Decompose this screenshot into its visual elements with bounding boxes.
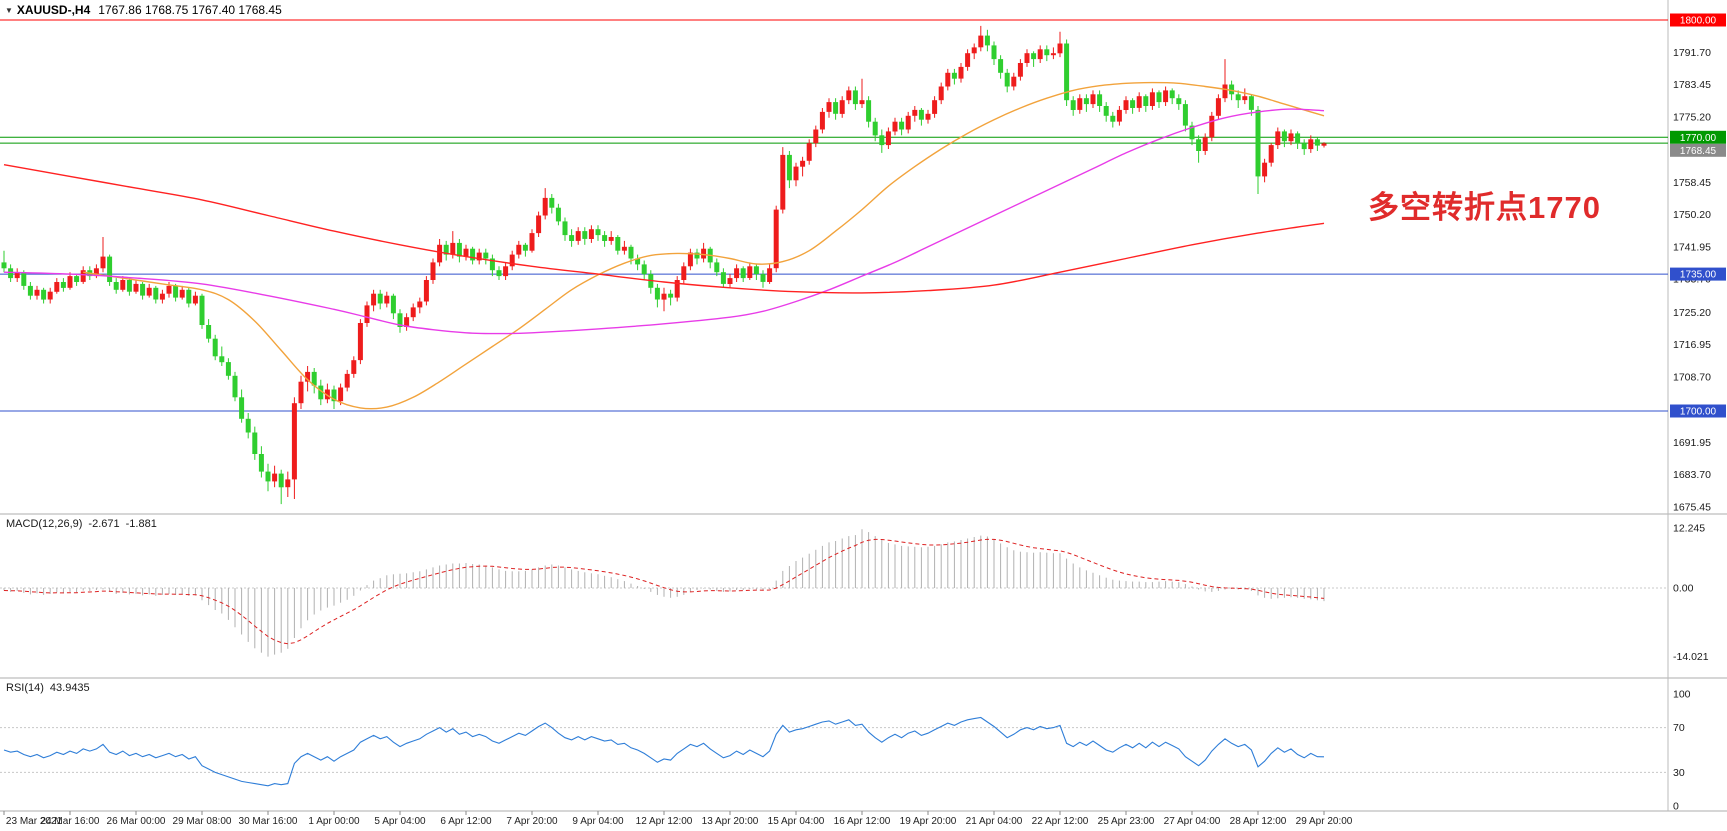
rsi-indicator-label: RSI(14) 43.9435 (6, 682, 90, 694)
svg-text:1800.00: 1800.00 (1680, 16, 1717, 27)
svg-text:19 Apr 20:00: 19 Apr 20:00 (900, 816, 957, 827)
svg-text:30: 30 (1673, 767, 1685, 779)
svg-text:7 Apr 20:00: 7 Apr 20:00 (506, 816, 558, 827)
chart-title: ▼ XAUUSD-,H4 1767.86 1768.75 1767.40 1768.… (5, 3, 282, 17)
symbol-dropdown-icon[interactable]: ▼ (5, 6, 13, 15)
svg-text:100: 100 (1673, 689, 1691, 701)
pane-separators (0, 513, 1727, 812)
rsi-value: 43.9435 (49, 682, 90, 694)
horizontal-level-lines (0, 19, 1668, 412)
svg-text:1758.45: 1758.45 (1673, 177, 1711, 189)
svg-text:24 Mar 16:00: 24 Mar 16:00 (41, 816, 100, 827)
svg-text:30 Mar 16:00: 30 Mar 16:00 (239, 816, 298, 827)
svg-text:16 Apr 12:00: 16 Apr 12:00 (834, 816, 891, 827)
macd-name: MACD(12,26,9) (6, 518, 83, 530)
svg-text:1691.95: 1691.95 (1673, 437, 1711, 449)
svg-text:9 Apr 04:00: 9 Apr 04:00 (572, 816, 624, 827)
price-badges: 1800.00 1770.00 1735.00 1700.00 1768.45 (1670, 13, 1726, 418)
svg-text:21 Apr 04:00: 21 Apr 04:00 (966, 816, 1023, 827)
symbol-period-label: XAUUSD-,H4 (16, 3, 91, 17)
svg-text:1775.20: 1775.20 (1673, 111, 1711, 123)
rsi-pane: 100 70 30 0 (0, 689, 1691, 813)
svg-text:1683.70: 1683.70 (1673, 469, 1711, 481)
svg-text:15 Apr 04:00: 15 Apr 04:00 (768, 816, 825, 827)
chart-text-annotation: 多空转折点1770 (1368, 190, 1601, 225)
svg-text:0.00: 0.00 (1673, 583, 1694, 595)
svg-text:1791.70: 1791.70 (1673, 47, 1711, 59)
svg-text:1770.00: 1770.00 (1680, 133, 1717, 144)
svg-text:27 Apr 04:00: 27 Apr 04:00 (1164, 816, 1221, 827)
macd-pane: 12.245 0.00 -14.021 (0, 522, 1709, 663)
svg-text:1716.95: 1716.95 (1673, 339, 1711, 351)
ma-fast-orange (83, 81, 1325, 410)
svg-text:26 Mar 00:00: 26 Mar 00:00 (107, 816, 166, 827)
macd-indicator-label: MACD(12,26,9) -2.671 -1.881 (6, 518, 157, 530)
price-axis-ticks: 1800.001791.701783.451775.201766.951758.… (1673, 15, 1711, 514)
macd-value: -2.671 (88, 518, 120, 530)
ma-slow-red (3, 163, 1325, 294)
svg-text:5 Apr 04:00: 5 Apr 04:00 (374, 816, 426, 827)
ma-medium-magenta (3, 108, 1325, 335)
svg-text:29 Apr 20:00: 29 Apr 20:00 (1296, 816, 1353, 827)
svg-text:1675.45: 1675.45 (1673, 501, 1711, 513)
svg-text:22 Apr 12:00: 22 Apr 12:00 (1032, 816, 1089, 827)
svg-text:6 Apr 12:00: 6 Apr 12:00 (440, 816, 492, 827)
svg-text:23 Mar 2021: 23 Mar 2021 (6, 816, 63, 827)
rsi-name: RSI(14) (6, 682, 44, 694)
candlestick-series[interactable] (1, 25, 1327, 505)
rsi-line (3, 716, 1325, 787)
svg-text:12 Apr 12:00: 12 Apr 12:00 (636, 816, 693, 827)
svg-text:0: 0 (1673, 801, 1679, 813)
svg-text:1700.00: 1700.00 (1680, 407, 1717, 418)
svg-text:1735.00: 1735.00 (1680, 270, 1717, 281)
svg-text:1708.70: 1708.70 (1673, 371, 1711, 383)
svg-text:1750.20: 1750.20 (1673, 209, 1711, 221)
svg-text:25 Apr 23:00: 25 Apr 23:00 (1098, 816, 1155, 827)
svg-text:12.245: 12.245 (1673, 522, 1705, 534)
svg-text:1 Apr 00:00: 1 Apr 00:00 (308, 816, 360, 827)
svg-text:70: 70 (1673, 722, 1685, 734)
macd-signal-line (3, 538, 1325, 645)
ohlc-values: 1767.86 1768.75 1767.40 1768.45 (98, 3, 282, 17)
svg-text:28 Apr 12:00: 28 Apr 12:00 (1230, 816, 1287, 827)
svg-text:1768.45: 1768.45 (1680, 146, 1717, 157)
svg-text:1741.95: 1741.95 (1673, 241, 1711, 253)
svg-text:13 Apr 20:00: 13 Apr 20:00 (702, 816, 759, 827)
svg-text:29 Mar 08:00: 29 Mar 08:00 (173, 816, 232, 827)
svg-text:1725.20: 1725.20 (1673, 307, 1711, 319)
svg-text:-14.021: -14.021 (1673, 651, 1709, 663)
macd-signal-value: -1.881 (125, 518, 157, 530)
svg-text:1783.45: 1783.45 (1673, 79, 1711, 91)
